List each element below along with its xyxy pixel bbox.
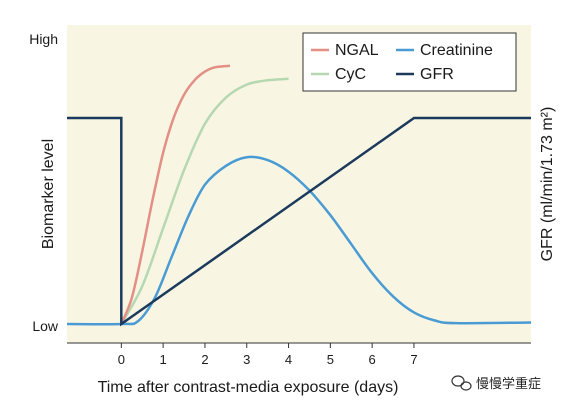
- series-line-ngal: [120, 64, 231, 325]
- x-tick-label: 3: [243, 352, 250, 367]
- x-tick-label: 1: [160, 352, 167, 367]
- x-tick-label: 2: [201, 352, 208, 367]
- x-tick-label: 6: [369, 352, 376, 367]
- series-layer: [66, 64, 532, 327]
- wechat-bubble-icon: [451, 375, 472, 391]
- y-tick-high: High: [29, 31, 58, 47]
- series-line-gfr: [67, 116, 531, 327]
- x-tick-label: 0: [118, 352, 125, 367]
- x-tick-label: 7: [410, 352, 417, 367]
- series-line-cyc: [120, 77, 289, 325]
- x-tick-label: 5: [327, 352, 334, 367]
- x-ticks: 0 1 2 3 4 5 6 7: [118, 343, 418, 367]
- y-axis-title-right: GFR (ml/min/1.73 m²): [539, 107, 556, 262]
- legend-label-cyc: CyC: [335, 66, 366, 83]
- legend-label-ngal: NGAL: [335, 42, 379, 59]
- x-tick-label: 4: [285, 352, 292, 367]
- legend-label-gfr: GFR: [420, 66, 454, 83]
- watermark-text: 慢慢学重症: [476, 376, 541, 392]
- series-line-creatinine: [66, 155, 532, 326]
- watermark: 慢慢学重症: [451, 375, 541, 392]
- x-axis-title: Time after contrast-media exposure (days…: [98, 379, 399, 396]
- legend-label-creatinine: Creatinine: [420, 42, 493, 59]
- y-axis-title-left: Biomarker level: [40, 139, 57, 249]
- legend-box: [302, 32, 517, 92]
- legend: NGAL Creatinine CyC GFR: [302, 32, 517, 92]
- y-tick-low: Low: [32, 318, 59, 334]
